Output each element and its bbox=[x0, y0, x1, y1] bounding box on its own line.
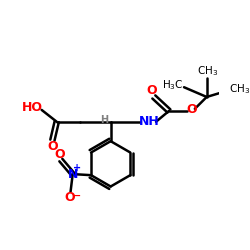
Text: +: + bbox=[74, 163, 82, 173]
Text: O: O bbox=[47, 140, 58, 153]
Text: CH$_3$: CH$_3$ bbox=[229, 82, 250, 96]
Text: N: N bbox=[68, 168, 78, 180]
Text: O: O bbox=[64, 191, 75, 204]
Text: −: − bbox=[72, 191, 81, 201]
Text: O: O bbox=[187, 104, 197, 117]
Text: HO: HO bbox=[22, 101, 42, 114]
Text: O: O bbox=[146, 84, 157, 98]
Text: H$_3$C: H$_3$C bbox=[162, 78, 184, 92]
Text: NH: NH bbox=[138, 115, 159, 128]
Text: O: O bbox=[54, 148, 65, 160]
Text: H: H bbox=[100, 115, 108, 125]
Text: CH$_3$: CH$_3$ bbox=[197, 64, 218, 78]
